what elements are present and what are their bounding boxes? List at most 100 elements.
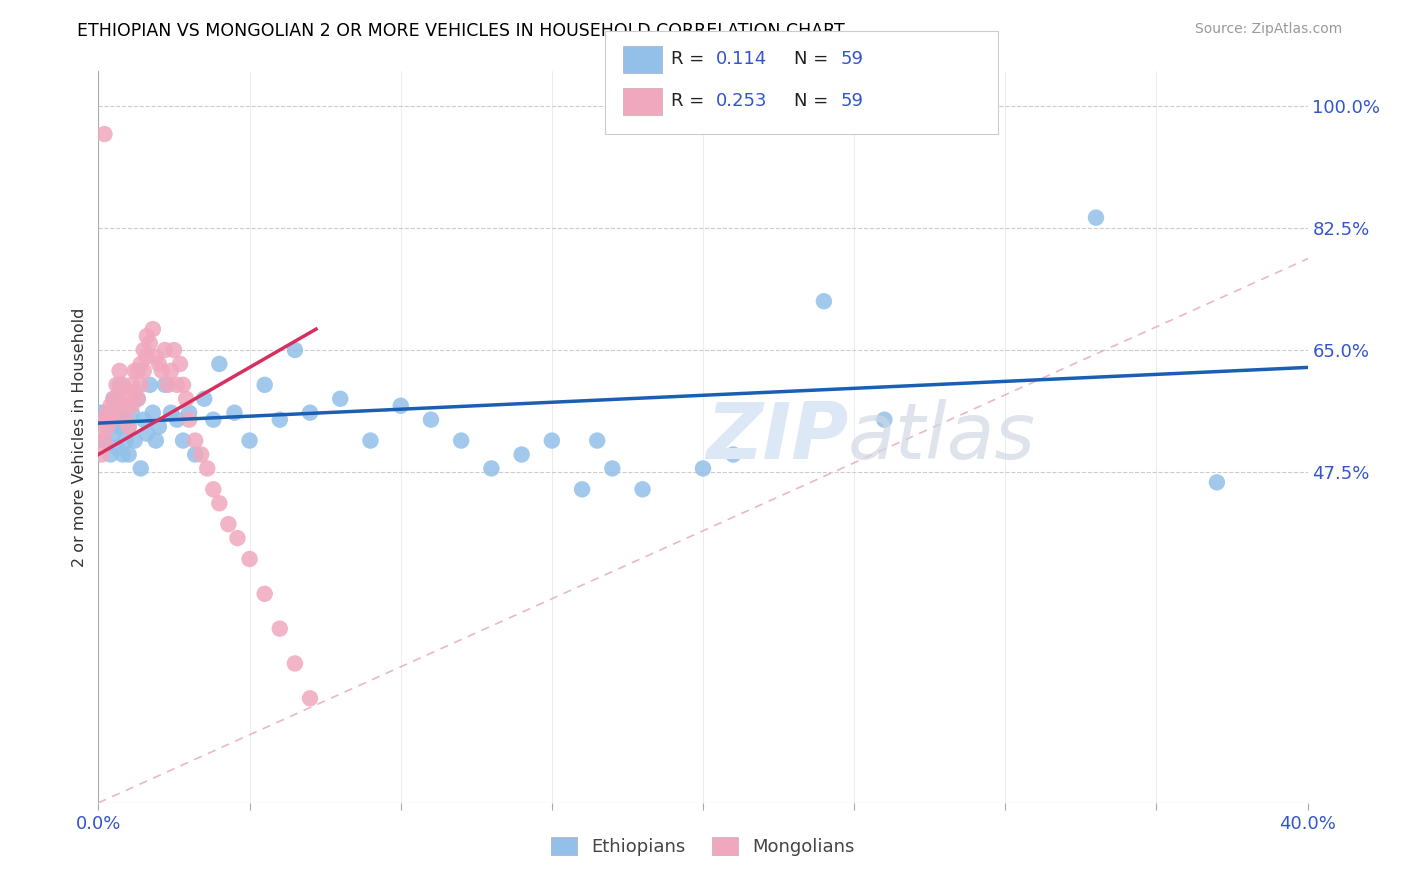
Point (195, 461, 218, 475)
Point (145, 350, 167, 364)
Point (124, 384, 146, 399)
Point (129, 357, 152, 371)
Point (96, 412, 118, 426)
Point (124, 364, 146, 378)
Point (389, 399, 412, 413)
Point (93, 127, 115, 141)
Legend: Ethiopians, Mongolians: Ethiopians, Mongolians (544, 830, 862, 863)
Point (813, 294, 835, 309)
Point (127, 364, 149, 378)
Point (299, 691, 322, 706)
Point (132, 343, 155, 357)
Point (226, 531, 249, 545)
Text: R =: R = (671, 50, 710, 68)
Point (253, 377, 276, 392)
Point (105, 399, 128, 413)
Point (602, 461, 624, 475)
Point (420, 412, 443, 426)
Point (148, 419, 170, 434)
Point (723, 448, 745, 462)
Point (166, 412, 188, 426)
Point (111, 399, 134, 413)
Text: R =: R = (671, 92, 710, 110)
Point (96, 419, 118, 434)
Point (100, 399, 122, 413)
Text: N =: N = (794, 50, 834, 68)
Point (114, 399, 136, 413)
Point (169, 357, 191, 371)
Point (118, 419, 141, 434)
Point (108, 419, 131, 434)
Point (631, 483, 654, 497)
Point (179, 412, 201, 426)
Point (269, 622, 291, 636)
Point (153, 377, 176, 392)
Point (118, 448, 141, 462)
Point (114, 412, 136, 426)
Point (103, 426, 125, 441)
Point (193, 392, 215, 406)
Point (239, 434, 262, 448)
Point (93, 412, 115, 426)
Point (93, 434, 115, 448)
Text: ZIP: ZIP (706, 399, 848, 475)
Point (103, 392, 125, 406)
Point (153, 343, 176, 357)
Point (540, 434, 562, 448)
Point (190, 448, 212, 462)
Point (139, 377, 162, 392)
Point (172, 434, 194, 448)
Point (208, 496, 231, 510)
Point (93, 434, 115, 448)
Point (150, 364, 173, 378)
Text: atlas: atlas (848, 399, 1036, 475)
Y-axis label: 2 or more Vehicles in Household: 2 or more Vehicles in Household (72, 308, 87, 566)
Point (163, 343, 186, 357)
Point (118, 419, 141, 434)
Point (132, 412, 155, 426)
Point (142, 406, 165, 420)
Point (118, 399, 141, 413)
Point (114, 392, 136, 406)
Point (90, 406, 112, 420)
Point (129, 377, 152, 392)
Point (111, 412, 134, 426)
Point (586, 434, 609, 448)
Point (269, 412, 291, 426)
Point (692, 461, 714, 475)
Point (111, 448, 134, 462)
Point (108, 364, 131, 378)
Point (132, 364, 155, 378)
Point (481, 461, 503, 475)
Point (202, 412, 225, 426)
Point (873, 412, 896, 426)
Point (360, 434, 382, 448)
Point (121, 406, 143, 420)
Point (239, 552, 262, 566)
Point (114, 434, 136, 448)
Point (100, 448, 122, 462)
Point (145, 434, 167, 448)
Text: N =: N = (794, 92, 834, 110)
Point (329, 392, 352, 406)
Point (108, 377, 131, 392)
Point (284, 657, 307, 671)
Point (105, 441, 128, 455)
Point (217, 517, 239, 532)
Point (142, 322, 165, 336)
Point (224, 406, 246, 420)
Point (103, 406, 125, 420)
Point (160, 406, 183, 420)
Point (284, 343, 307, 357)
Point (135, 329, 157, 343)
Point (160, 364, 183, 378)
Point (90, 426, 112, 441)
Point (1206, 475, 1229, 490)
Point (100, 412, 122, 426)
Point (571, 483, 593, 497)
Point (184, 448, 207, 462)
Text: ETHIOPIAN VS MONGOLIAN 2 OR MORE VEHICLES IN HOUSEHOLD CORRELATION CHART: ETHIOPIAN VS MONGOLIAN 2 OR MORE VEHICLE… (77, 22, 845, 40)
Point (450, 434, 472, 448)
Point (253, 587, 276, 601)
Text: 0.114: 0.114 (716, 50, 766, 68)
